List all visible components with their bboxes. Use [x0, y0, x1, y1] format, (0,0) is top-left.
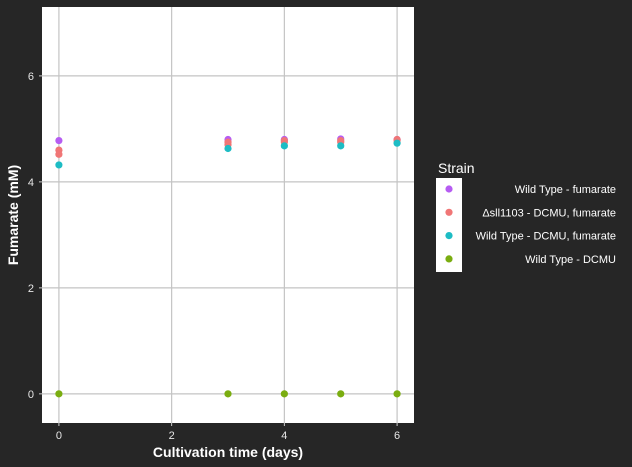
data-point — [55, 161, 63, 169]
data-point — [393, 139, 401, 147]
y-tick-label: 2 — [28, 283, 34, 295]
data-point — [55, 136, 63, 145]
x-axis-ticks: 0 2 4 6 — [56, 423, 400, 442]
legend-key — [445, 185, 453, 193]
data-point — [224, 390, 232, 398]
y-tick-label: 4 — [28, 177, 34, 189]
legend-key — [445, 232, 453, 240]
legend-title: Strain — [438, 160, 475, 176]
legend-key — [445, 255, 453, 263]
data-point — [280, 142, 288, 150]
x-tick-label: 6 — [394, 430, 400, 442]
data-point — [224, 144, 232, 153]
plot-panel — [42, 7, 414, 423]
data-point — [393, 390, 401, 398]
data-point — [224, 138, 232, 146]
data-point — [55, 390, 63, 398]
legend-label: Wild Type - DCMU, fumarate — [476, 231, 616, 243]
x-tick-label: 4 — [281, 430, 287, 442]
y-axis-ticks: 0 2 4 6 — [28, 71, 42, 401]
legend-key — [445, 208, 453, 216]
data-point — [337, 390, 345, 398]
x-tick-label: 0 — [56, 430, 62, 442]
y-tick-label: 6 — [28, 71, 34, 83]
legend-label: Wild Type - fumarate — [515, 184, 616, 196]
y-axis-title: Fumarate (mM) — [5, 165, 21, 265]
data-points — [55, 135, 401, 398]
x-axis-title: Cultivation time (days) — [153, 444, 303, 460]
legend-label: Wild Type - DCMU — [525, 254, 616, 266]
data-point — [280, 390, 288, 398]
legend-label: Δsll1103 - DCMU, fumarate — [482, 207, 616, 219]
x-tick-label: 2 — [169, 430, 175, 442]
data-point — [337, 142, 345, 150]
y-tick-label: 0 — [28, 389, 34, 401]
legend: Wild Type - fumarate Δsll1103 - DCMU, fum… — [436, 178, 616, 272]
data-point — [55, 150, 63, 158]
